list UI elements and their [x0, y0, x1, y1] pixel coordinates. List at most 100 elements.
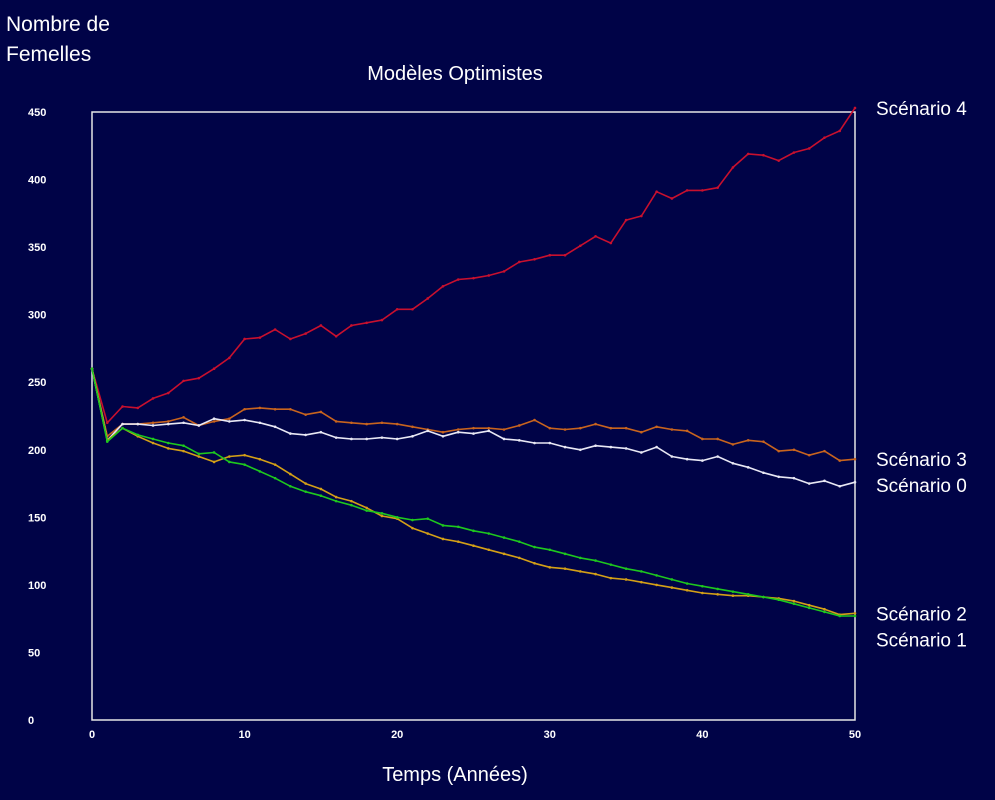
x-tick-label: 50 [849, 729, 861, 741]
data-point [487, 426, 491, 430]
data-point [670, 197, 674, 200]
data-point [258, 336, 262, 339]
data-point [426, 297, 430, 300]
data-point [716, 593, 719, 596]
series-label-1: Scénario 3 [876, 450, 967, 471]
y-tick-label: 150 [28, 512, 46, 524]
data-point [853, 614, 857, 618]
data-point [411, 425, 414, 429]
data-point [167, 422, 170, 426]
data-point [304, 433, 307, 437]
data-point [441, 537, 445, 541]
series-line-1 [91, 368, 856, 462]
data-point [838, 484, 842, 488]
data-point [121, 422, 124, 426]
series-label-3: Scénario 2 [876, 604, 967, 625]
x-tick-label: 20 [391, 729, 403, 741]
data-point [807, 482, 811, 485]
data-point [350, 437, 353, 441]
data-point [273, 328, 277, 331]
data-point [823, 607, 826, 611]
data-point [807, 147, 811, 150]
x-tick-label: 30 [544, 729, 556, 741]
data-point [243, 418, 246, 422]
data-point [151, 437, 155, 441]
data-point [90, 367, 94, 371]
data-point [517, 424, 521, 427]
data-point [655, 583, 658, 587]
data-point [548, 548, 552, 552]
data-point [426, 429, 430, 433]
data-point [792, 448, 796, 452]
data-point [609, 563, 613, 566]
data-point [685, 582, 689, 585]
data-point [624, 426, 628, 430]
data-point [212, 451, 216, 454]
data-point [853, 457, 857, 461]
data-point [289, 337, 292, 341]
data-point [334, 420, 338, 423]
data-point [670, 428, 674, 431]
data-point [395, 516, 399, 519]
data-point [670, 586, 674, 589]
data-point [456, 428, 460, 431]
data-point [594, 235, 597, 238]
data-point [487, 429, 491, 433]
data-point [258, 421, 262, 425]
data-point [395, 437, 399, 441]
data-point [746, 439, 750, 442]
data-point [167, 441, 170, 445]
data-point [624, 218, 628, 222]
data-point [182, 416, 185, 419]
data-point [579, 448, 582, 452]
data-point [258, 406, 262, 410]
data-point [701, 591, 704, 595]
data-point [365, 506, 368, 510]
series-line-0 [91, 107, 856, 424]
chart-title: Modèles Optimistes [367, 63, 543, 85]
data-point [533, 561, 536, 565]
data-point [167, 420, 170, 423]
data-point [685, 457, 689, 461]
data-point [411, 307, 414, 311]
data-point [792, 151, 796, 154]
series-label-2: Scénario 0 [876, 476, 967, 497]
data-point [350, 499, 353, 503]
data-point [502, 437, 506, 441]
y-tick-label: 350 [28, 242, 46, 254]
data-point [228, 417, 231, 421]
series-label-0: Scénario 4 [876, 99, 967, 120]
data-point [579, 426, 582, 430]
data-point [701, 584, 704, 588]
data-point [640, 570, 643, 573]
data-point [548, 566, 552, 569]
y-tick-label: 250 [28, 377, 46, 389]
data-point [105, 440, 109, 443]
data-point [151, 421, 155, 425]
data-point [624, 567, 628, 570]
data-point [579, 570, 582, 573]
data-point [304, 490, 307, 493]
series-line-3 [91, 368, 856, 616]
data-point [411, 434, 414, 438]
data-point [319, 494, 323, 498]
data-point [716, 587, 719, 591]
data-point [228, 460, 231, 464]
data-point [136, 433, 140, 437]
data-point [487, 274, 491, 277]
data-point [792, 599, 796, 603]
data-point [807, 606, 811, 610]
data-point [640, 451, 643, 454]
data-point [777, 449, 780, 453]
series-line-4 [91, 368, 855, 617]
data-point [823, 610, 826, 614]
data-point [182, 421, 185, 425]
data-point [609, 445, 613, 449]
data-point [243, 407, 246, 411]
data-point [151, 424, 155, 427]
data-point [731, 594, 735, 597]
data-point [456, 540, 460, 543]
